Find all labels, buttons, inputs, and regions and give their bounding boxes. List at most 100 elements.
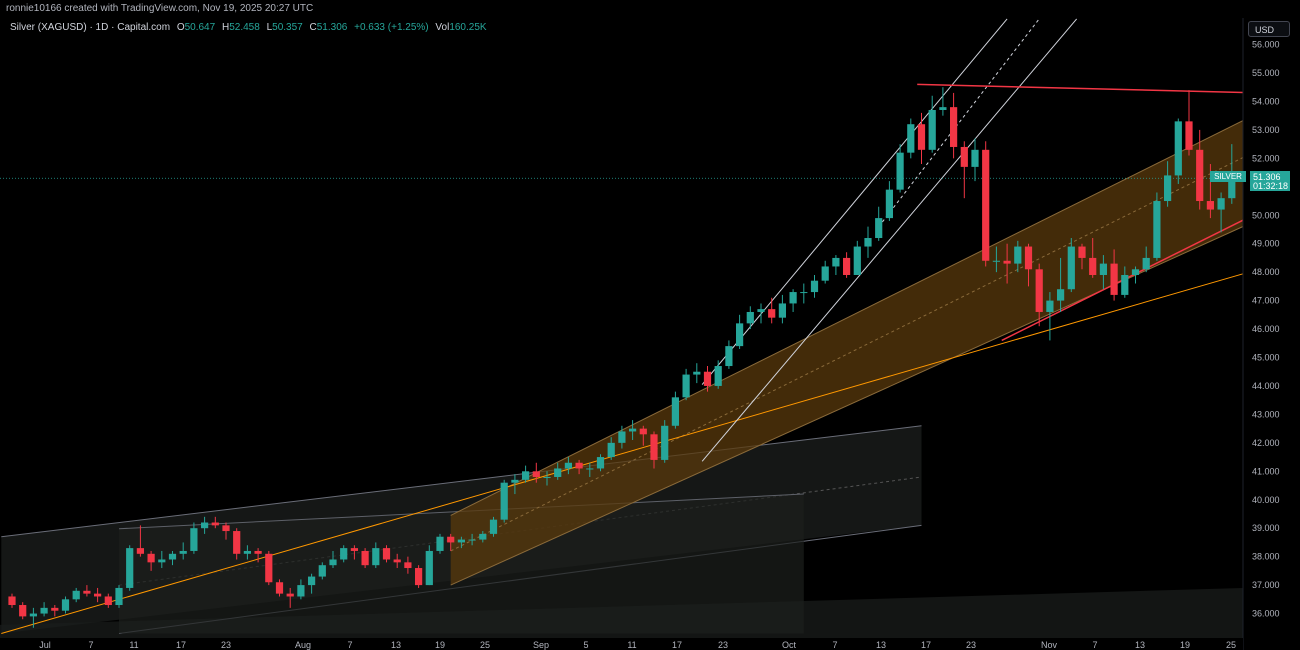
candle: [168, 550, 177, 566]
candle-body: [104, 596, 112, 606]
candle-body: [94, 593, 102, 597]
candle: [575, 459, 583, 475]
price-axis[interactable]: 56.00055.00054.00053.00052.00051.00050.0…: [1242, 18, 1300, 650]
candle-body: [168, 553, 177, 560]
candle: [179, 542, 187, 560]
price-tick-label: 37.000: [1252, 580, 1280, 590]
candle-body: [1024, 246, 1033, 270]
candle-body: [1217, 198, 1225, 210]
candle-body: [179, 550, 187, 554]
time-axis[interactable]: Jul 7 11 17 23 Aug 7 13 19 25 Sep 5 11 17 23 Oct 7 13 17 23…: [0, 638, 1243, 650]
price-tick-label: 50.000: [1252, 210, 1280, 220]
price-chart[interactable]: 56.00055.00054.00053.00052.00051.00050.0…: [0, 18, 1300, 650]
white-channel-top: [701, 18, 1008, 385]
candle-body: [318, 565, 326, 577]
price-tick-label: 36.000: [1252, 609, 1280, 619]
candle-body: [1046, 300, 1054, 312]
symbol-price-tag: SILVER: [1210, 171, 1246, 182]
candle: [1024, 243, 1033, 287]
candle: [671, 391, 679, 429]
candle-body: [768, 309, 776, 318]
candle: [361, 548, 369, 569]
candle: [94, 587, 102, 603]
candle-body: [907, 124, 915, 153]
candle-body: [736, 323, 744, 347]
time-tick-label: Aug: [295, 640, 311, 650]
candle: [468, 533, 476, 546]
candle: [1014, 240, 1022, 273]
candle-body: [126, 548, 134, 588]
candle: [618, 425, 626, 449]
candle: [286, 587, 294, 608]
candle: [415, 565, 423, 588]
candle: [714, 360, 722, 389]
candle: [1174, 118, 1182, 184]
candle-body: [425, 550, 433, 586]
candle: [971, 138, 979, 182]
price-tick-label: 56.000: [1252, 40, 1280, 50]
candle-body: [19, 605, 27, 617]
candle: [1099, 255, 1107, 290]
candle: [1164, 161, 1172, 207]
price-tick-label: 47.000: [1252, 296, 1280, 306]
candle: [778, 294, 786, 324]
orange-channel-mid: [450, 149, 1259, 552]
candle-body: [511, 479, 519, 483]
candle: [104, 593, 112, 608]
candle-body: [1067, 246, 1075, 290]
candle: [661, 420, 669, 463]
candle: [1078, 243, 1086, 270]
candle: [992, 246, 1000, 273]
candle: [8, 593, 16, 608]
candle-body: [1153, 201, 1161, 258]
candle-body: [40, 607, 48, 614]
candle: [789, 289, 797, 312]
candle-body: [864, 238, 872, 247]
candle-body: [629, 428, 637, 432]
candle-body: [1003, 260, 1011, 264]
candle-body: [800, 292, 808, 294]
candle-body: [917, 124, 926, 150]
time-tick-label: 17: [672, 640, 682, 650]
candle-body: [618, 431, 626, 443]
candle: [29, 607, 37, 628]
candle: [1046, 292, 1054, 341]
legend-close: 51.306: [316, 22, 348, 33]
candle-body: [222, 525, 230, 532]
candle-body: [875, 218, 883, 239]
legend-low-label: L: [266, 22, 273, 33]
candle-body: [382, 548, 391, 560]
candle: [596, 454, 605, 472]
candle: [447, 533, 455, 551]
candle: [650, 431, 658, 469]
legend-low: 50.357: [272, 22, 303, 33]
candle: [40, 602, 48, 617]
candle-body: [1228, 178, 1236, 199]
candle-body: [51, 607, 59, 611]
candle-body: [778, 303, 786, 318]
price-tick-label: 44.000: [1252, 381, 1280, 391]
candle-body: [447, 536, 455, 543]
candle: [83, 585, 91, 597]
candle-body: [72, 590, 80, 600]
candle-body: [275, 582, 284, 594]
candle: [1217, 192, 1225, 233]
candle-body: [596, 457, 605, 469]
candle: [885, 181, 893, 221]
candle-body: [575, 462, 583, 469]
candle: [404, 556, 412, 574]
candle-body: [1206, 201, 1214, 210]
time-tick-label: 13: [391, 640, 401, 650]
price-tick-label: 45.000: [1252, 353, 1280, 363]
candle-body: [489, 519, 498, 534]
candle: [864, 226, 872, 258]
time-tick-label: Jul: [39, 640, 51, 650]
candle: [340, 545, 348, 563]
candle-body: [1099, 263, 1107, 275]
time-tick-label: 7: [88, 640, 93, 650]
candle: [586, 462, 594, 477]
candle: [254, 548, 262, 563]
candle: [479, 531, 487, 543]
candle-body: [8, 596, 16, 606]
currency-button[interactable]: USD: [1248, 21, 1290, 37]
